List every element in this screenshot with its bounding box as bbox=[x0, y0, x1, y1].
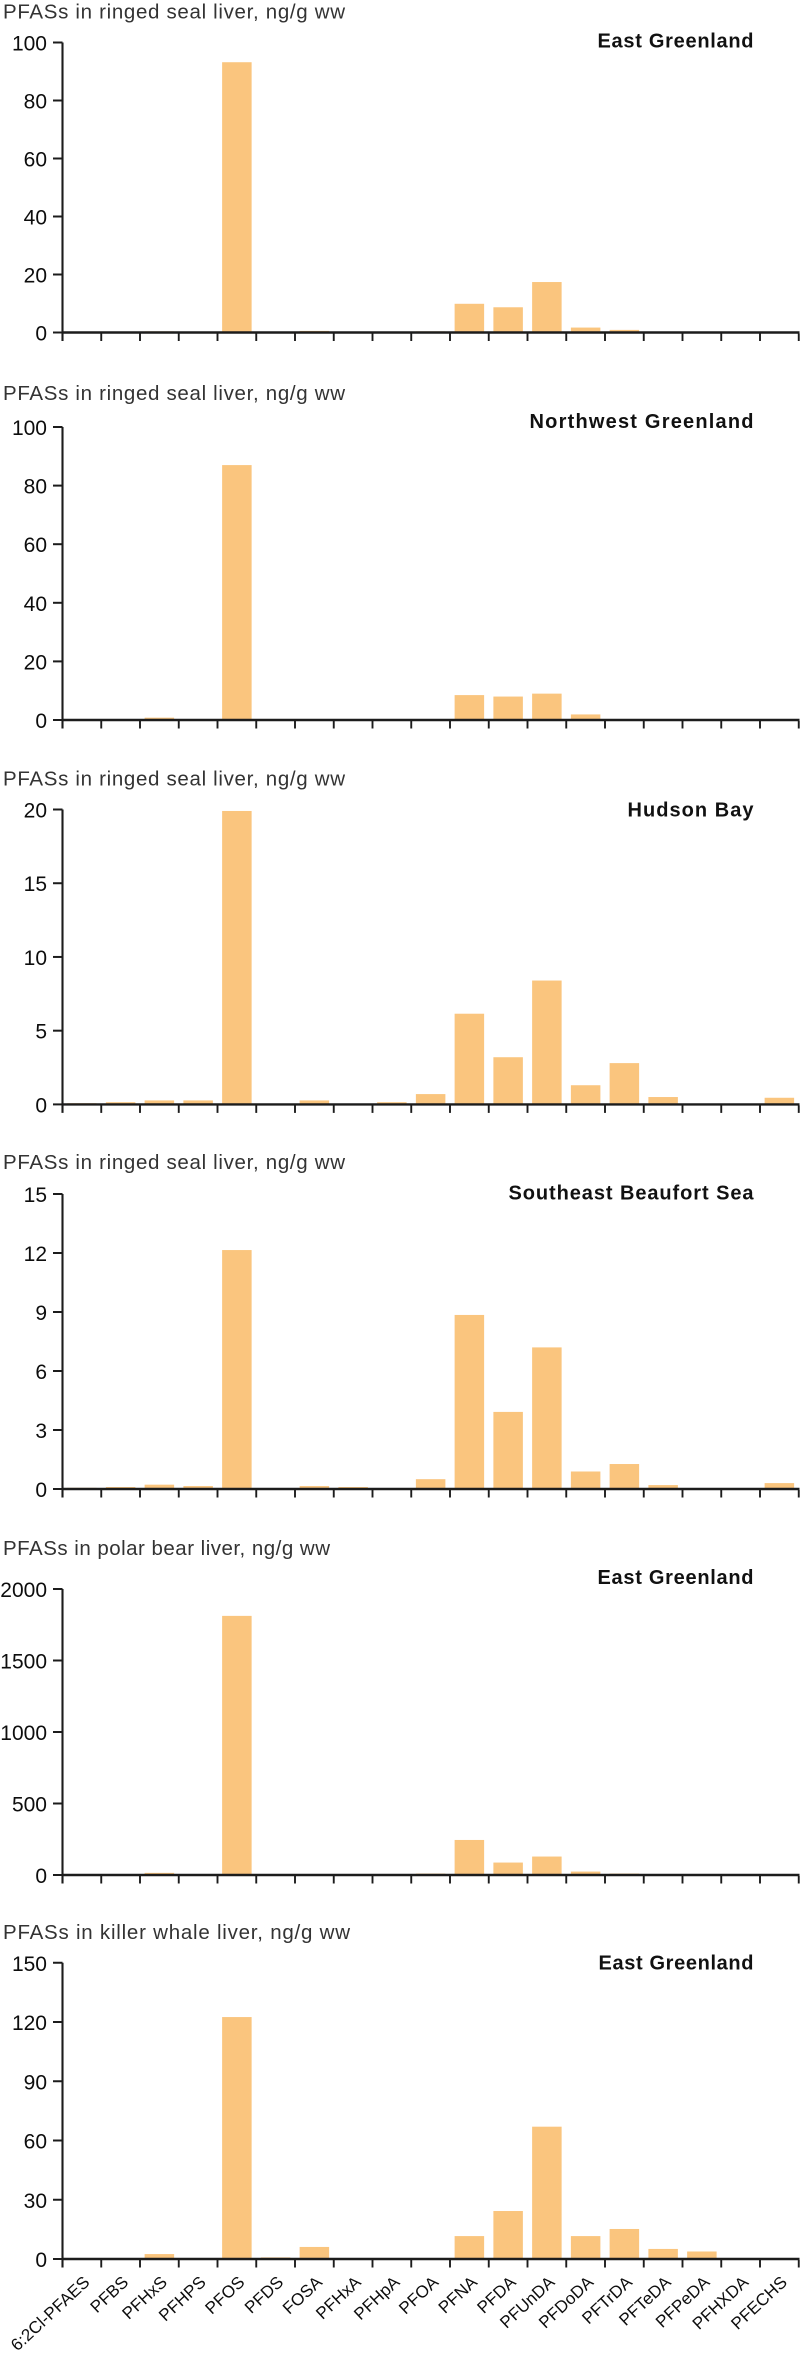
svg-text:0: 0 bbox=[35, 2249, 47, 2272]
svg-text:Northwest Greenland: Northwest Greenland bbox=[530, 411, 754, 433]
svg-text:3: 3 bbox=[35, 1420, 47, 1443]
svg-text:90: 90 bbox=[24, 2071, 47, 2094]
svg-text:100: 100 bbox=[12, 417, 47, 440]
svg-text:20: 20 bbox=[24, 265, 47, 288]
svg-text:0: 0 bbox=[35, 710, 47, 733]
svg-text:Hudson Bay: Hudson Bay bbox=[628, 800, 755, 822]
svg-text:5: 5 bbox=[35, 1021, 47, 1044]
svg-text:40: 40 bbox=[24, 207, 47, 230]
svg-text:6: 6 bbox=[35, 1361, 47, 1384]
svg-text:East Greenland: East Greenland bbox=[598, 31, 754, 53]
svg-text:10: 10 bbox=[24, 947, 47, 970]
svg-text:0: 0 bbox=[35, 323, 47, 346]
svg-text:PFASs in ringed seal liver, ng: PFASs in ringed seal liver, ng/g ww bbox=[3, 768, 345, 791]
svg-text:15: 15 bbox=[24, 873, 47, 896]
svg-text:60: 60 bbox=[24, 149, 47, 172]
svg-text:15: 15 bbox=[24, 1184, 47, 1207]
svg-text:PFASs in ringed seal liver, ng: PFASs in ringed seal liver, ng/g ww bbox=[3, 1151, 345, 1174]
svg-text:East Greenland: East Greenland bbox=[599, 1952, 754, 1974]
svg-text:PFASs in ringed seal liver, ng: PFASs in ringed seal liver, ng/g ww bbox=[3, 1, 345, 24]
svg-text:150: 150 bbox=[12, 1953, 47, 1976]
svg-text:40: 40 bbox=[24, 593, 47, 616]
svg-text:0: 0 bbox=[35, 1094, 47, 1117]
svg-text:PFASs in killer whale liver, n: PFASs in killer whale liver, ng/g ww bbox=[3, 1921, 350, 1944]
svg-text:60: 60 bbox=[24, 2131, 47, 2154]
svg-text:PFASs in ringed seal liver, ng: PFASs in ringed seal liver, ng/g ww bbox=[3, 382, 345, 405]
svg-text:80: 80 bbox=[24, 476, 47, 499]
svg-text:Southeast Beaufort Sea: Southeast Beaufort Sea bbox=[509, 1183, 755, 1205]
svg-text:0: 0 bbox=[35, 1865, 47, 1888]
svg-text:500: 500 bbox=[12, 1794, 47, 1817]
svg-text:0: 0 bbox=[35, 1479, 47, 1502]
svg-text:1500: 1500 bbox=[0, 1651, 47, 1674]
svg-text:20: 20 bbox=[24, 800, 47, 823]
svg-text:2000: 2000 bbox=[0, 1579, 47, 1602]
svg-text:PFASs in polar bear liver, ng/: PFASs in polar bear liver, ng/g ww bbox=[3, 1537, 330, 1560]
svg-text:60: 60 bbox=[24, 534, 47, 557]
svg-text:80: 80 bbox=[24, 91, 47, 114]
svg-text:East Greenland: East Greenland bbox=[598, 1567, 754, 1589]
svg-text:12: 12 bbox=[24, 1243, 47, 1266]
svg-text:30: 30 bbox=[24, 2190, 47, 2213]
svg-text:100: 100 bbox=[12, 33, 47, 56]
svg-text:120: 120 bbox=[12, 2012, 47, 2035]
svg-text:20: 20 bbox=[24, 651, 47, 674]
svg-text:9: 9 bbox=[35, 1302, 47, 1325]
svg-text:1000: 1000 bbox=[0, 1722, 47, 1745]
